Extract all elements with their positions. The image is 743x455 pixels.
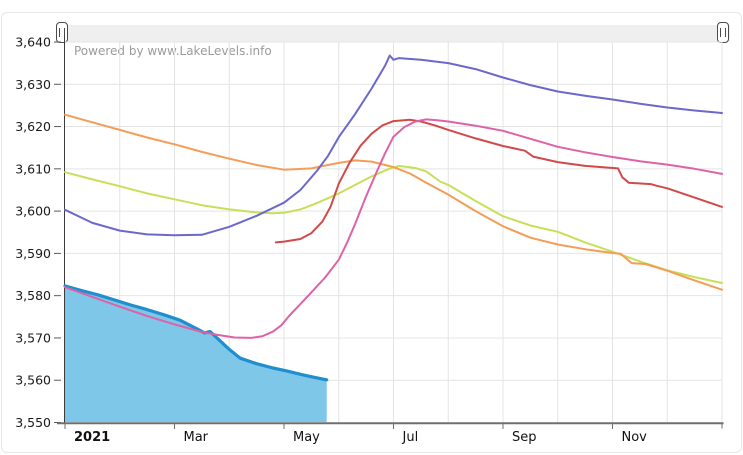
y-axis-tick-label: 3,580 — [15, 288, 51, 303]
drag-handle-icon — [720, 28, 726, 37]
series-filled-area-current-fill — [65, 285, 327, 422]
series-filled-area-current-line — [63, 284, 329, 382]
y-axis-tick-label: 3,620 — [15, 119, 51, 134]
series-line-yellow-green — [64, 164, 723, 284]
powered-by-label: Powered by www.LakeLevels.info — [74, 44, 272, 58]
series-line-pink — [64, 118, 723, 339]
y-axis-tick-label: 3,570 — [15, 330, 51, 345]
y-axis-tick-label: 3,560 — [15, 373, 51, 388]
y-axis-tick-label: 3,630 — [15, 77, 51, 92]
x-axis-tick-label: Sep — [512, 430, 537, 445]
chart-range-scrollbar[interactable] — [56, 25, 730, 42]
x-axis-tick-label: May — [293, 430, 320, 445]
y-axis-tick-label: 3,610 — [15, 161, 51, 176]
x-axis-tick-label: 2021 — [74, 430, 110, 445]
scrollbar-right-grip[interactable] — [717, 22, 729, 43]
x-axis-tick-label: Nov — [622, 430, 648, 445]
y-axis-tick-label: 3,600 — [15, 204, 51, 219]
y-axis-tick-label: 3,550 — [15, 415, 51, 430]
y-axis-tick-label: 3,640 — [15, 35, 51, 50]
drag-handle-icon — [59, 28, 65, 37]
series-line-orange — [64, 113, 723, 291]
y-axis-tick-label: 3,590 — [15, 246, 51, 261]
series-line-indigo-blue — [64, 54, 723, 237]
series-line-red — [274, 118, 723, 244]
x-axis-tick-label: Mar — [184, 430, 209, 445]
x-axis-tick-label: Jul — [402, 430, 419, 445]
